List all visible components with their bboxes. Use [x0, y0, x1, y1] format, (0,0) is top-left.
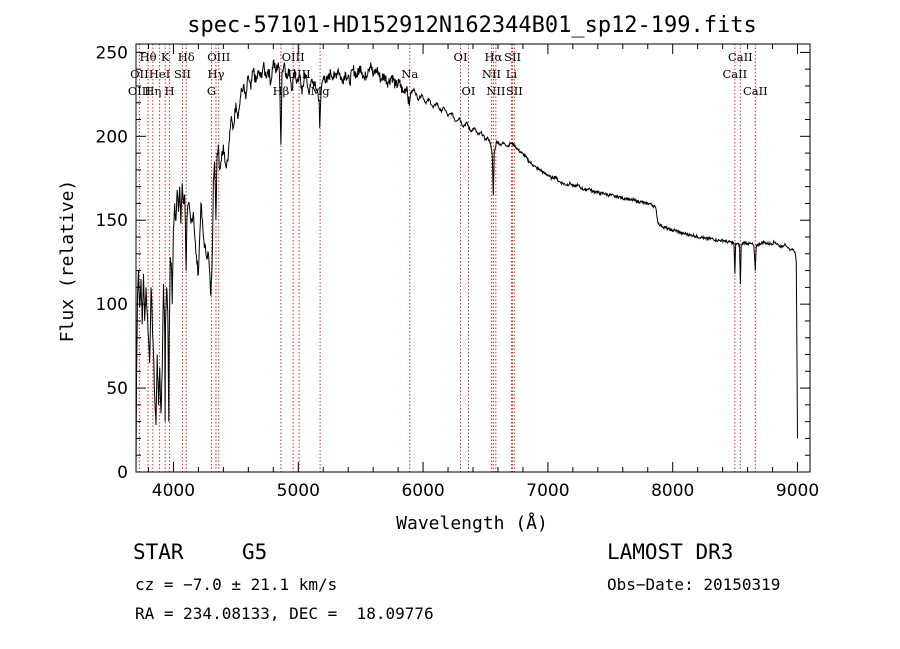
line-label: Hγ — [208, 67, 225, 81]
obs-date: Obs−Date: 20150319 — [607, 575, 781, 594]
y-tick-label: 0 — [117, 463, 128, 483]
spectral-line-markers — [138, 44, 756, 472]
line-label: OIII — [282, 50, 305, 64]
line-label: OI — [462, 84, 476, 98]
line-label: NII — [482, 67, 501, 81]
line-label: OIII — [207, 50, 230, 64]
line-label: OIII — [128, 84, 151, 98]
chart-title: spec-57101-HD152912N162344B01_sp12-199.f… — [187, 13, 757, 38]
line-label: Li — [506, 67, 518, 81]
x-tick-label: 6000 — [401, 481, 444, 501]
y-axis-ticks: 0 50 100 150 200 250 — [96, 43, 810, 483]
line-label: G — [207, 84, 216, 98]
y-tick-label: 50 — [106, 379, 128, 399]
redshift-info: cz = −7.0 ± 21.1 km/s — [135, 575, 338, 594]
y-tick-label: 100 — [96, 295, 128, 315]
line-label: HeI — [149, 67, 170, 81]
x-tick-label: 5000 — [277, 481, 320, 501]
y-tick-label: 200 — [96, 127, 128, 147]
coordinates: RA = 234.08133, DEC = 18.09776 — [135, 604, 434, 623]
line-label: Na — [401, 67, 418, 81]
line-label: Hδ — [178, 50, 195, 64]
x-tick-label: 8000 — [651, 481, 694, 501]
survey-name: LAMOST DR3 — [607, 540, 734, 564]
y-tick-label: 150 — [96, 211, 128, 231]
x-tick-label: 4000 — [152, 481, 195, 501]
object-class: STAR — [133, 540, 184, 564]
y-axis-label: Flux (relative) — [57, 180, 78, 343]
line-label: Hθ — [140, 50, 157, 64]
line-label: Hα — [484, 50, 502, 64]
y-tick-label: 250 — [96, 43, 128, 63]
line-label: OI — [454, 50, 468, 64]
object-subclass: G5 — [242, 540, 268, 564]
line-label: OII — [130, 67, 149, 81]
line-label: SII — [174, 67, 191, 81]
line-label: CaII — [722, 67, 747, 81]
line-label: NII — [486, 84, 505, 98]
x-tick-label: 7000 — [526, 481, 569, 501]
x-axis-ticks: 4000 5000 6000 7000 8000 9000 — [147, 44, 819, 501]
x-tick-label: 9000 — [776, 481, 819, 501]
line-label: CaII — [743, 84, 768, 98]
line-label: Hβ — [273, 84, 290, 98]
spectrum-line — [135, 59, 798, 473]
plot-frame — [135, 43, 811, 473]
line-label: K — [161, 50, 170, 64]
line-label: Hη — [144, 84, 161, 98]
line-label: SII — [506, 84, 523, 98]
line-label: CaII — [728, 50, 753, 64]
line-label: SII — [504, 50, 521, 64]
x-axis-label: Wavelength (Å) — [396, 512, 548, 534]
line-label: H — [165, 84, 175, 98]
